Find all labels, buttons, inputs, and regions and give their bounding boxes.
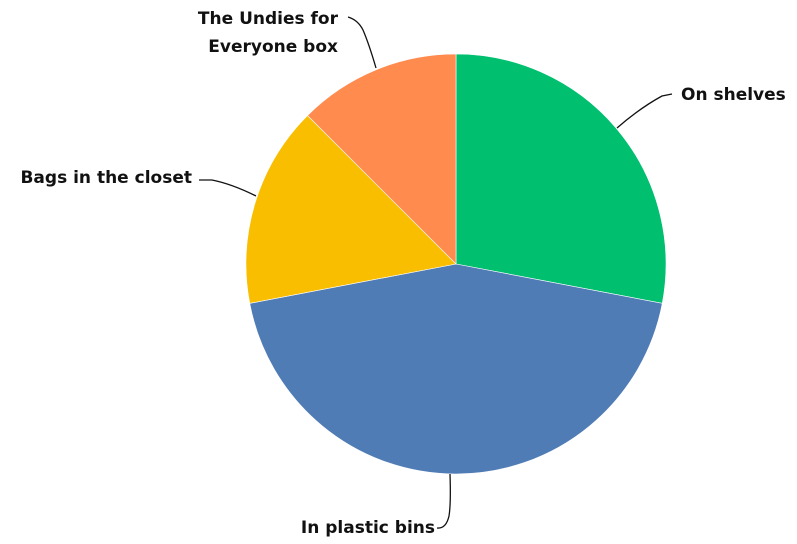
leader-line-on-shelves [616,93,673,129]
pie-slice-bags-in-the-closet [245,115,457,304]
slice-label-bags-in-the-closet: Bags in the closet [20,168,192,188]
leader-line-the-undies-for-everyone-box [347,16,377,69]
leader-lines [199,16,673,529]
pie-slice-the-undies-for-everyone-box [307,53,457,265]
slice-label-in-plastic-bins: In plastic bins [301,518,435,538]
leader-line-bags-in-the-closet [199,179,257,197]
slice-labels: On shelves In plastic bins Bags in the clo… [20,9,785,538]
slice-label-on-shelves: On shelves [681,85,786,105]
pie-slices [245,53,667,475]
leader-line-in-plastic-bins [436,473,451,529]
slice-label-the-undies-for-everyone-box: The Undies for Everyone box [198,9,339,57]
pie-slice-in-plastic-bins [249,263,663,475]
pie-slice-on-shelves [455,53,667,304]
